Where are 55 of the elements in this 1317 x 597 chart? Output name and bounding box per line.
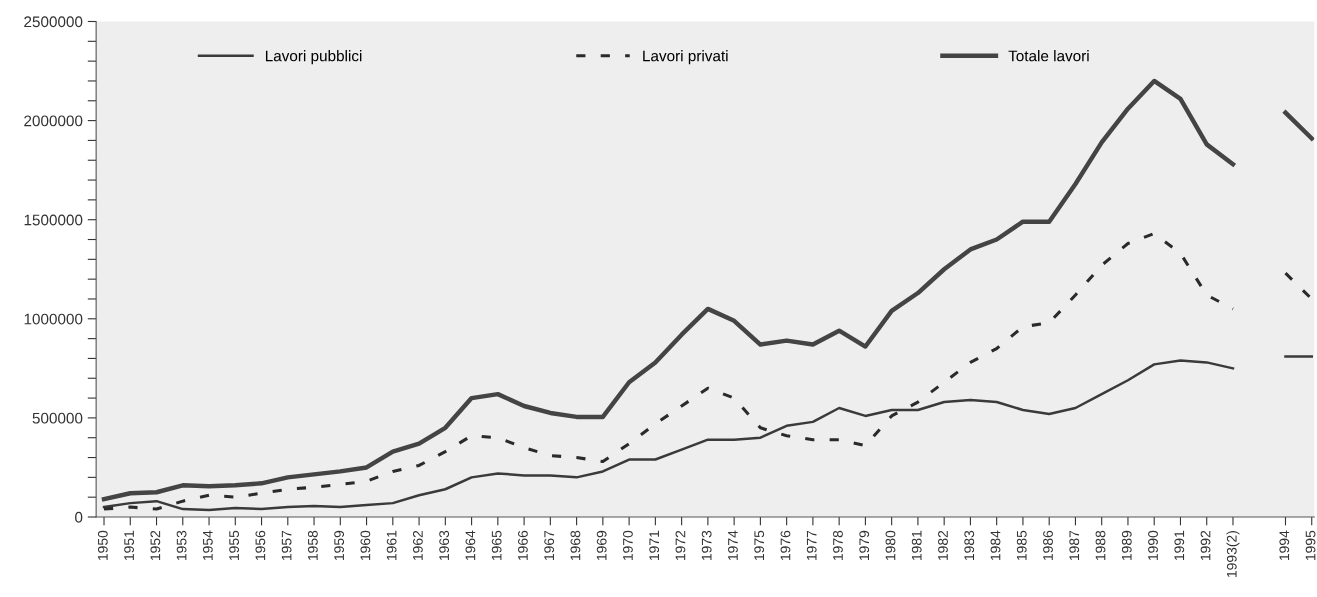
x-tick-label: 1979 — [859, 530, 870, 561]
x-tick-label: 1987 — [1069, 530, 1080, 561]
y-tick-label: 2500000 — [24, 16, 83, 28]
x-tick-label: 1993(2) — [1226, 531, 1240, 577]
x-tick-label: 1971 — [649, 530, 660, 561]
x-tick-label: 1995 — [1305, 530, 1316, 561]
x-tick-label: 1961 — [386, 530, 397, 561]
x-tick-label: 1954 — [202, 530, 213, 561]
x-tick-label: 1975 — [754, 530, 765, 561]
y-tick-label: 0 — [75, 511, 83, 523]
x-tick-label: 1966 — [517, 530, 528, 561]
y-tick-label: 1500000 — [24, 214, 83, 226]
x-tick-label: 1986 — [1043, 530, 1053, 561]
x-tick-label: 1984 — [990, 530, 1001, 561]
x-tick-label: 1953 — [176, 530, 187, 561]
x-tick-label: 1989 — [1121, 530, 1132, 561]
x-tick-label: 1983 — [964, 530, 975, 561]
x-tick-label: 1980 — [885, 530, 896, 561]
x-tick-label: 1970 — [623, 530, 633, 561]
x-tick-label: 1957 — [281, 530, 292, 561]
x-tick-label: 1990 — [1148, 530, 1158, 561]
x-tick-label: 1982 — [938, 530, 948, 561]
x-tick-label: 1985 — [1016, 530, 1027, 561]
x-tick-label: 1968 — [570, 530, 581, 561]
legend-label: Lavori privati — [643, 50, 728, 65]
y-tick-label: 2000000 — [24, 115, 83, 127]
x-tick-label: 1992 — [1200, 530, 1211, 561]
x-tick-label: 1977 — [806, 530, 817, 561]
x-tick-label: 1960 — [360, 530, 371, 561]
legend-label: Totale lavori — [1008, 50, 1089, 62]
x-tick-label: 1951 — [124, 530, 134, 561]
x-tick-label: 1956 — [255, 530, 266, 561]
x-tick-label: 1969 — [596, 530, 607, 561]
x-tick-label: 1959 — [334, 530, 345, 561]
legend-label: Lavori pubblici — [265, 50, 362, 65]
x-tick-label: 1964 — [465, 530, 476, 561]
x-tick-label: 1981 — [911, 530, 922, 561]
x-tick-label: 1963 — [439, 530, 450, 561]
x-tick-label: 1973 — [701, 530, 712, 561]
y-tick-label: 500000 — [32, 412, 83, 424]
x-tick-label: 1991 — [1174, 530, 1185, 561]
y-tick-label: 1000000 — [24, 313, 83, 325]
x-tick-label: 1976 — [780, 530, 791, 561]
x-tick-label: 1988 — [1095, 530, 1106, 561]
x-tick-label: 1974 — [728, 530, 738, 561]
x-tick-label: 1967 — [544, 530, 555, 561]
x-tick-label: 1958 — [307, 530, 318, 561]
x-tick-label: 1955 — [229, 530, 240, 561]
x-tick-label: 1972 — [675, 530, 686, 561]
x-tick-label: 1965 — [491, 530, 502, 561]
x-tick-label: 1950 — [97, 530, 108, 561]
x-tick-label: 1962 — [412, 530, 423, 561]
x-tick-label: 1952 — [150, 530, 161, 561]
x-tick-label: 1994 — [1279, 530, 1290, 561]
x-tick-label: 1978 — [833, 530, 843, 561]
